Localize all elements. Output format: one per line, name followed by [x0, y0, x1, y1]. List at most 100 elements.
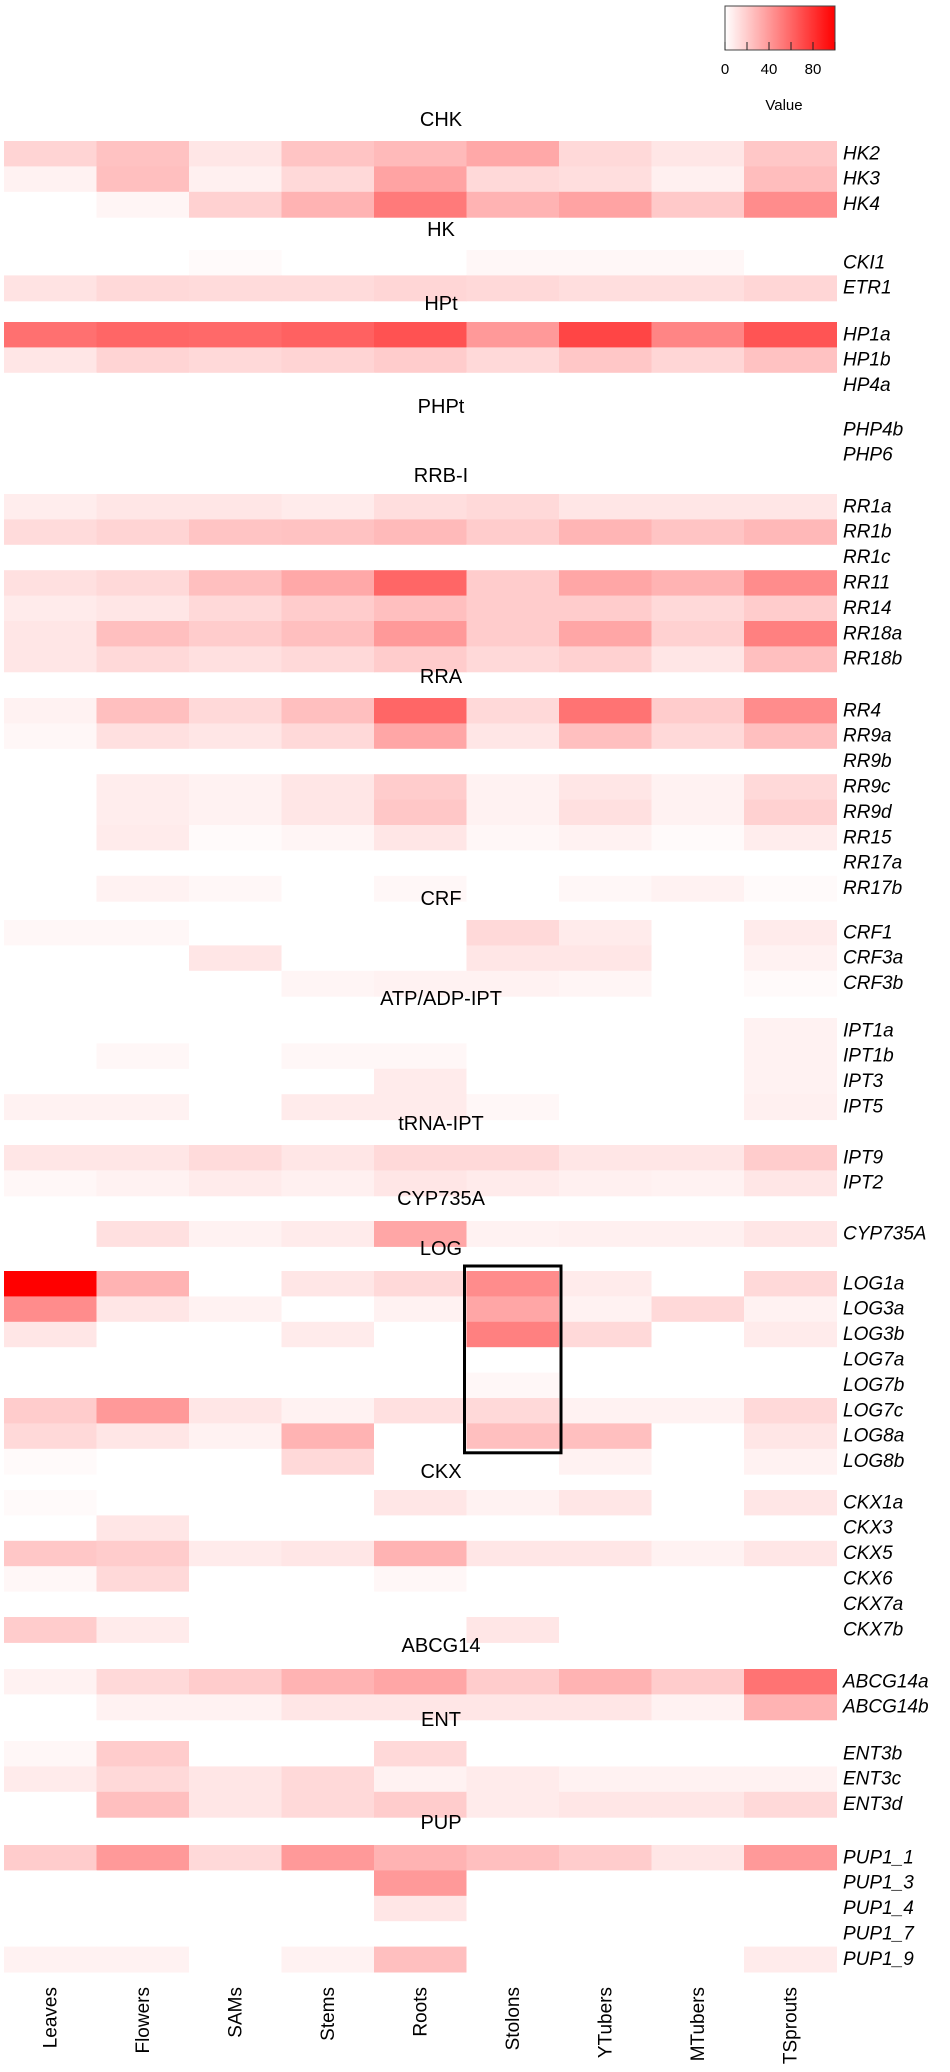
heatmap-cell [281, 1870, 375, 1897]
heatmap-cell [281, 698, 375, 724]
heatmap-cell [744, 1895, 837, 1922]
heatmap-cell [189, 748, 282, 775]
heatmap-cell [651, 442, 745, 469]
heatmap-cell [466, 166, 560, 193]
heatmap-cell [374, 850, 467, 877]
group-label: CRF [420, 888, 461, 910]
heatmap-cell [4, 1296, 97, 1323]
gene-label: ENT3d [843, 1794, 904, 1815]
heatmap-cell [651, 1448, 745, 1475]
heatmap-cell [651, 1372, 745, 1399]
heatmap-cell [744, 698, 837, 724]
heatmap-cell [466, 372, 560, 399]
heatmap-cell [96, 1515, 190, 1542]
heatmap-cell [96, 347, 190, 374]
heatmap-cell [281, 1669, 375, 1695]
heatmap-cell [466, 1018, 560, 1044]
heatmap-cell [466, 250, 560, 276]
heatmap-cell [374, 250, 467, 276]
heatmap-cell [96, 1448, 190, 1475]
heatmap-cell [744, 372, 837, 399]
heatmap-cell [466, 1617, 560, 1643]
heatmap-cell [559, 1617, 652, 1643]
heatmap-cell [374, 191, 467, 218]
heatmap-cell [4, 1591, 97, 1618]
heatmap-cell [4, 191, 97, 218]
gene-label: CYP735A [843, 1223, 926, 1244]
heatmap-cell [374, 570, 467, 597]
heatmap-cell [374, 1766, 467, 1793]
heatmap-cell [466, 698, 560, 724]
heatmap-cell [374, 442, 467, 469]
heatmap-cell [744, 275, 837, 302]
heatmap-cell [744, 646, 837, 673]
group-label: ATP/ADP-IPT [380, 988, 502, 1010]
tissue-label: TSprouts [780, 1987, 801, 2064]
color-legend: 0 40 80 Value [721, 5, 836, 114]
heatmap-cell [466, 191, 560, 218]
group-label: RRB-I [414, 465, 468, 487]
heatmap-cell [96, 1946, 190, 1973]
heatmap-cell [744, 723, 837, 750]
heatmap-cell [96, 1321, 190, 1348]
heatmap-cell [466, 1845, 560, 1871]
heatmap-cell [374, 1845, 467, 1871]
heatmap-cell [651, 544, 745, 571]
heatmap-cell [466, 1741, 560, 1767]
heatmap-cell [4, 1347, 97, 1374]
heatmap-cell [466, 723, 560, 750]
heatmap-cell [4, 347, 97, 374]
heatmap-cell [96, 1791, 190, 1818]
heatmap-cell [189, 1296, 282, 1323]
heatmap-cell [4, 1490, 97, 1516]
heatmap-cell [466, 1766, 560, 1793]
heatmap-cell [466, 1946, 560, 1973]
heatmap-cell [4, 621, 97, 647]
heatmap-cell [281, 1694, 375, 1721]
heatmap-cell [189, 698, 282, 724]
heatmap-cell [281, 595, 375, 622]
heatmap-cell [744, 1617, 837, 1643]
group-label: PUP [420, 1812, 461, 1834]
heatmap-cell [559, 141, 652, 167]
heatmap-cell [281, 799, 375, 826]
heatmap-cell [4, 1423, 97, 1450]
gene-label: RR9b [843, 751, 892, 772]
heatmap-cell [189, 1170, 282, 1197]
heatmap-cell [96, 275, 190, 302]
heatmap-cell [466, 1791, 560, 1818]
heatmap-cell [374, 698, 467, 724]
heatmap-cell [281, 1372, 375, 1399]
heatmap-cell [651, 1791, 745, 1818]
heatmap-cell [374, 970, 467, 997]
heatmap-cell [96, 1870, 190, 1897]
heatmap-cell [744, 1296, 837, 1323]
heatmap-cell [466, 1296, 560, 1323]
heatmap-cell [189, 442, 282, 469]
heatmap-cell [189, 372, 282, 399]
gene-label: RR1a [843, 496, 892, 517]
heatmap-cell [96, 417, 190, 443]
heatmap-cell [559, 1448, 652, 1475]
heatmap-cell [651, 1591, 745, 1618]
gene-label: HP4a [843, 375, 891, 396]
heatmap-cell [466, 875, 560, 902]
heatmap-cell [651, 141, 745, 167]
heatmap-cell [374, 1617, 467, 1643]
heatmap-cell [374, 166, 467, 193]
heatmap-cell [281, 1094, 375, 1121]
gene-label: LOG1a [843, 1273, 904, 1294]
heatmap-cell [189, 850, 282, 877]
heatmap-cell [466, 519, 560, 546]
heatmap-cell [744, 322, 837, 348]
heatmap-cell [374, 1221, 467, 1247]
heatmap-cell [744, 875, 837, 902]
heatmap-cell [744, 850, 837, 877]
heatmap-cell [96, 1921, 190, 1948]
gene-label: CKI1 [843, 252, 885, 273]
heatmap-cell [744, 1170, 837, 1197]
heatmap-cell [189, 1423, 282, 1450]
heatmap-cell [4, 250, 97, 276]
heatmap-cell [651, 1321, 745, 1348]
